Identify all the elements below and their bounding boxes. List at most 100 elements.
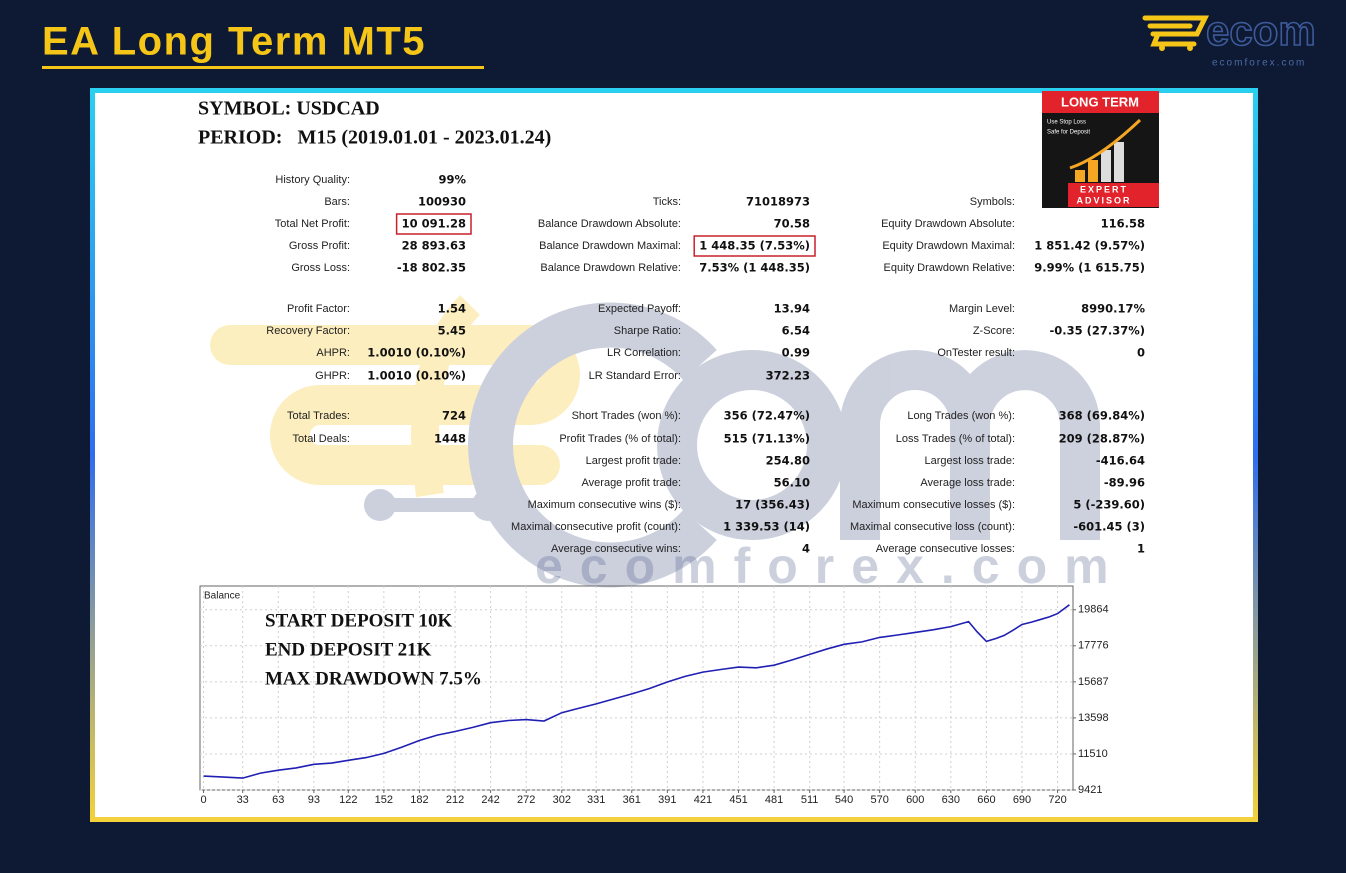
stat-label: Margin Level: (949, 303, 1015, 315)
stat-label: LR Standard Error: (589, 370, 681, 382)
stat-label: History Quality: (275, 174, 350, 186)
badge-line: Safe for Deposit (1047, 130, 1090, 136)
stat-label: LR Correlation: (607, 347, 681, 359)
stat-label: Gross Loss: (291, 262, 350, 274)
stat-value: 1 339.53 (14) (723, 520, 810, 534)
stat-label: Average consecutive losses: (876, 543, 1015, 555)
logo-site: ecomforex.com (1212, 58, 1306, 69)
stat-value: 254.80 (766, 454, 810, 468)
stat-label: Largest loss trade: (925, 455, 1016, 467)
stat-value: 515 (71.13%) (724, 432, 810, 446)
watermark-site: ecomforex.com (535, 538, 1126, 594)
x-tick-label: 63 (272, 794, 284, 806)
stat-label: Maximal consecutive profit (count): (511, 521, 681, 533)
stat-value: 4 (802, 542, 810, 556)
stat-label: Largest profit trade: (586, 455, 681, 467)
stat-value: -89.96 (1104, 476, 1145, 490)
stat-label: OnTester result: (937, 347, 1015, 359)
stat-value: 372.23 (766, 369, 810, 383)
y-tick-label: 19864 (1078, 604, 1109, 616)
x-tick-label: 630 (942, 794, 960, 806)
stat-label: Average profit trade: (582, 477, 681, 489)
stat-value: 0 (1137, 346, 1145, 360)
x-tick-label: 511 (801, 794, 819, 806)
stat-value: 116.58 (1101, 217, 1145, 231)
stat-label: Balance Drawdown Absolute: (538, 218, 681, 230)
stat-label: Symbols: (970, 196, 1015, 208)
stat-label: Average consecutive wins: (551, 543, 681, 555)
stat-label: AHPR: (316, 347, 350, 359)
chart-annotation: MAX DRAWDOWN 7.5% (265, 668, 482, 689)
x-tick-label: 93 (308, 794, 320, 806)
chart-title: Balance (204, 591, 241, 602)
badge-line: Use Stop Loss (1047, 120, 1086, 126)
y-tick-label: 15687 (1078, 676, 1109, 688)
x-tick-label: 421 (694, 794, 712, 806)
stat-value: 5.45 (438, 324, 466, 338)
x-tick-label: 33 (237, 794, 249, 806)
title-underline (42, 66, 484, 69)
stat-label: Total Net Profit: (275, 218, 350, 230)
x-tick-label: 690 (1013, 794, 1031, 806)
badge-word: ADVISOR (1076, 195, 1131, 205)
stat-value: 1.0010 (0.10%) (367, 369, 466, 383)
stat-value: 28 893.63 (402, 239, 466, 253)
stat-label: Average loss trade: (920, 477, 1015, 489)
stat-value: 6.54 (782, 324, 810, 338)
stat-label: Maximum consecutive wins ($): (528, 499, 681, 511)
x-tick-label: 242 (481, 794, 499, 806)
stat-label: Maximum consecutive losses ($): (852, 499, 1015, 511)
stat-value: 1 851.42 (9.57%) (1034, 239, 1145, 253)
stat-label: Expected Payoff: (598, 303, 681, 315)
stat-value: 1 (1137, 542, 1145, 556)
x-tick-label: 361 (623, 794, 641, 806)
report-symbol: SYMBOL: USDCAD (198, 98, 380, 120)
chart: 9421 11510 13598 15687 17776 19864 0 33 63 93 122 1… (200, 586, 1109, 806)
stat-value: 100930 (418, 195, 466, 209)
logo: ecom ecomforex.com (1142, 6, 1317, 69)
stat-value: 71018973 (746, 195, 810, 209)
stat-value: -0.35 (27.37%) (1049, 324, 1145, 338)
stat-value: 10 091.28 (402, 217, 466, 231)
stat-value: 1 448.35 (7.53%) (699, 239, 810, 253)
y-tick-label: 9421 (1078, 784, 1102, 796)
x-tick-label: 152 (375, 794, 393, 806)
stat-label: Equity Drawdown Relative: (884, 262, 1015, 274)
logo-wordmark: ecom (1206, 7, 1316, 54)
x-tick-label: 0 (200, 794, 206, 806)
stat-label: Equity Drawdown Maximal: (882, 240, 1015, 252)
y-tick-label: 11510 (1078, 748, 1108, 760)
badge-word: EXPERT (1080, 184, 1128, 194)
stat-value: 209 (28.87%) (1059, 432, 1145, 446)
x-tick-label: 720 (1048, 794, 1066, 806)
panel (95, 93, 1253, 817)
stat-value: 0.99 (782, 346, 810, 360)
stat-label: Total Trades: (287, 410, 350, 422)
stat-label: Loss Trades (% of total): (896, 433, 1015, 445)
stat-label: Profit Factor: (287, 303, 350, 315)
stat-label: Ticks: (653, 196, 681, 208)
stat-label: Balance Drawdown Maximal: (539, 240, 681, 252)
x-tick-label: 272 (517, 794, 535, 806)
watermark (210, 295, 1100, 588)
report-period: PERIOD: M15 (2019.01.01 - 2023.01.24) (198, 127, 551, 149)
balance-line (203, 604, 1070, 779)
highlight-box (395, 213, 472, 235)
stat-label: Z-Score: (973, 325, 1015, 337)
stat-value: 7.53% (1 448.35) (699, 261, 810, 275)
x-tick-label: 331 (587, 794, 605, 806)
stat-label: Balance Drawdown Relative: (540, 262, 681, 274)
x-tick-label: 122 (339, 794, 357, 806)
x-tick-label: 481 (765, 794, 783, 806)
x-tick-label: 451 (729, 794, 747, 806)
x-tick-label: 212 (446, 794, 464, 806)
y-tick-label: 17776 (1078, 640, 1109, 652)
badge-title: LONG TERM (1061, 94, 1139, 109)
chart-annotation: START DEPOSIT 10K (265, 610, 453, 631)
badge: LONG TERM Use Stop Loss Safe for Deposit… (1042, 91, 1159, 208)
chart-annotation: END DEPOSIT 21K (265, 639, 432, 660)
stat-value: 99% (438, 173, 466, 187)
stat-value: 17 (356.43) (735, 498, 810, 512)
stat-value: 724 (442, 409, 466, 423)
